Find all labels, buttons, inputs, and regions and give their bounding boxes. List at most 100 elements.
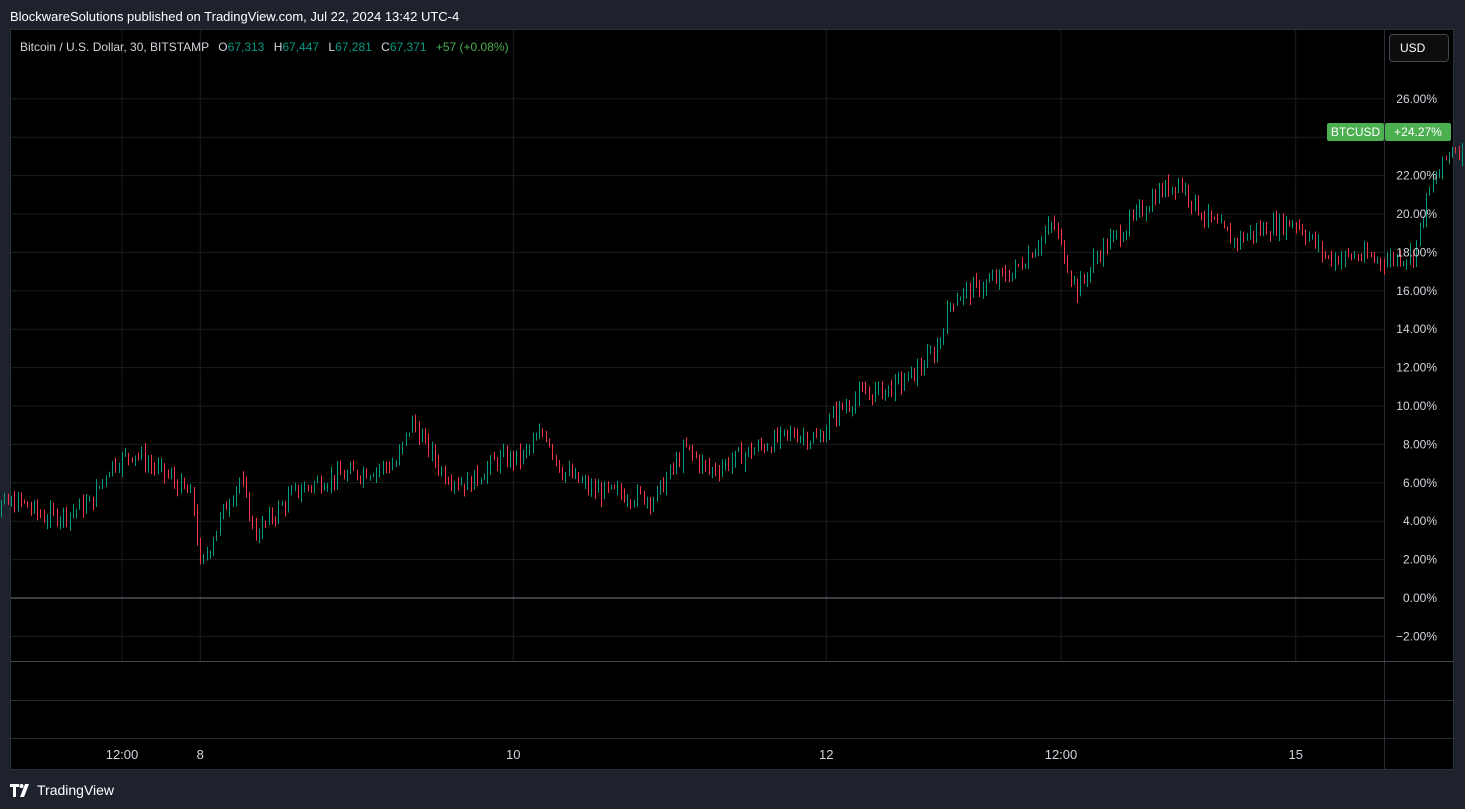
candle-body [1159, 188, 1160, 203]
candle-body [709, 464, 710, 472]
candle-body [601, 487, 602, 499]
candle-body [1338, 257, 1339, 264]
candle-body [813, 436, 814, 443]
candle-body [357, 470, 358, 478]
candle-body [1364, 248, 1365, 259]
candle-body [197, 510, 198, 544]
candle-body [1296, 224, 1297, 226]
candle-body [47, 520, 48, 522]
candle-body [617, 487, 618, 489]
candle-body [1406, 260, 1407, 263]
candle-body [1152, 196, 1153, 209]
candle-body [471, 477, 472, 490]
candle-body [203, 555, 204, 561]
candle-body [767, 448, 768, 451]
candle-body [1270, 234, 1271, 236]
y-tick-label: 26.00% [1396, 92, 1437, 106]
candle-body [386, 463, 387, 467]
candle-body [826, 431, 827, 442]
candle-body [177, 482, 178, 493]
candle-body [784, 430, 785, 432]
candle-body [138, 455, 139, 457]
candle-body [1331, 256, 1332, 264]
candle-body [979, 281, 980, 293]
candle-body [233, 500, 234, 505]
candle-body [699, 457, 700, 468]
candle-body [477, 469, 478, 481]
candle-body [523, 451, 524, 462]
candle-body [1067, 262, 1068, 273]
last-change-badge [1385, 123, 1451, 142]
legend-change: +57 (+0.08%) [435, 40, 509, 54]
candle-body [298, 485, 299, 496]
symbol-badge [1327, 123, 1384, 142]
candle-body [99, 485, 100, 487]
candle-body [1416, 240, 1417, 263]
candle-body [1201, 213, 1202, 219]
chart-frame [10, 29, 1454, 770]
currency-button[interactable]: USD [1389, 34, 1449, 62]
candle-body [1351, 254, 1352, 259]
candle-body [872, 394, 873, 401]
candle-body [569, 469, 570, 473]
legend-low-value: 67,281 [335, 40, 372, 54]
candle-body [562, 471, 563, 478]
candle-body [37, 503, 38, 514]
candle-body [1146, 212, 1147, 215]
candle-body [1064, 241, 1065, 263]
candle-body [895, 377, 896, 396]
candle-body [650, 499, 651, 507]
candle-body [1149, 208, 1150, 213]
candle-body [79, 500, 80, 510]
candle-body [999, 271, 1000, 282]
candle-body [917, 365, 918, 381]
candle-body [1377, 258, 1378, 260]
x-tick-label: 12:00 [106, 747, 139, 762]
candle-body [1240, 234, 1241, 244]
candle-body [604, 483, 605, 499]
candle-body [1028, 253, 1029, 267]
candle-body [451, 482, 452, 486]
candle-body [644, 491, 645, 504]
candle-body [1133, 215, 1134, 217]
candle-body [859, 388, 860, 399]
candle-body [973, 280, 974, 298]
candle-body [1442, 156, 1443, 173]
legend-symbol: Bitcoin / U.S. Dollar, 30, BITSTAMP [20, 40, 209, 54]
candle-body [673, 466, 674, 469]
candle-body [1289, 220, 1290, 227]
candle-body [308, 486, 309, 488]
candle-body [1273, 219, 1274, 235]
candle-body [839, 404, 840, 420]
candle-body [888, 385, 889, 390]
candle-body [229, 504, 230, 510]
candle-body [575, 472, 576, 478]
candle-body [898, 376, 899, 378]
candle-body [1015, 264, 1016, 273]
candle-body [722, 466, 723, 474]
candle-body [109, 473, 110, 478]
candle-body [1266, 225, 1267, 235]
legend-high-value: 67,447 [282, 40, 320, 54]
candle-body [875, 387, 876, 401]
candle-body [317, 479, 318, 483]
candle-body [392, 465, 393, 470]
candle-body [220, 515, 221, 532]
tradingview-logo[interactable]: TradingView [10, 780, 114, 800]
candle-body [89, 496, 90, 502]
candle-body [598, 487, 599, 493]
candle-body [1221, 222, 1222, 224]
candle-body [676, 458, 677, 469]
candle-body [1061, 232, 1062, 242]
y-tick-label: 8.00% [1403, 437, 1437, 451]
candle-body [106, 477, 107, 480]
candle-body [181, 479, 182, 493]
candle-body [947, 307, 948, 334]
candle-body [112, 461, 113, 474]
candle-body [1182, 181, 1183, 191]
candle-body [1403, 262, 1404, 264]
candle-body [556, 455, 557, 461]
candle-body [259, 536, 260, 538]
candle-body [924, 367, 925, 369]
